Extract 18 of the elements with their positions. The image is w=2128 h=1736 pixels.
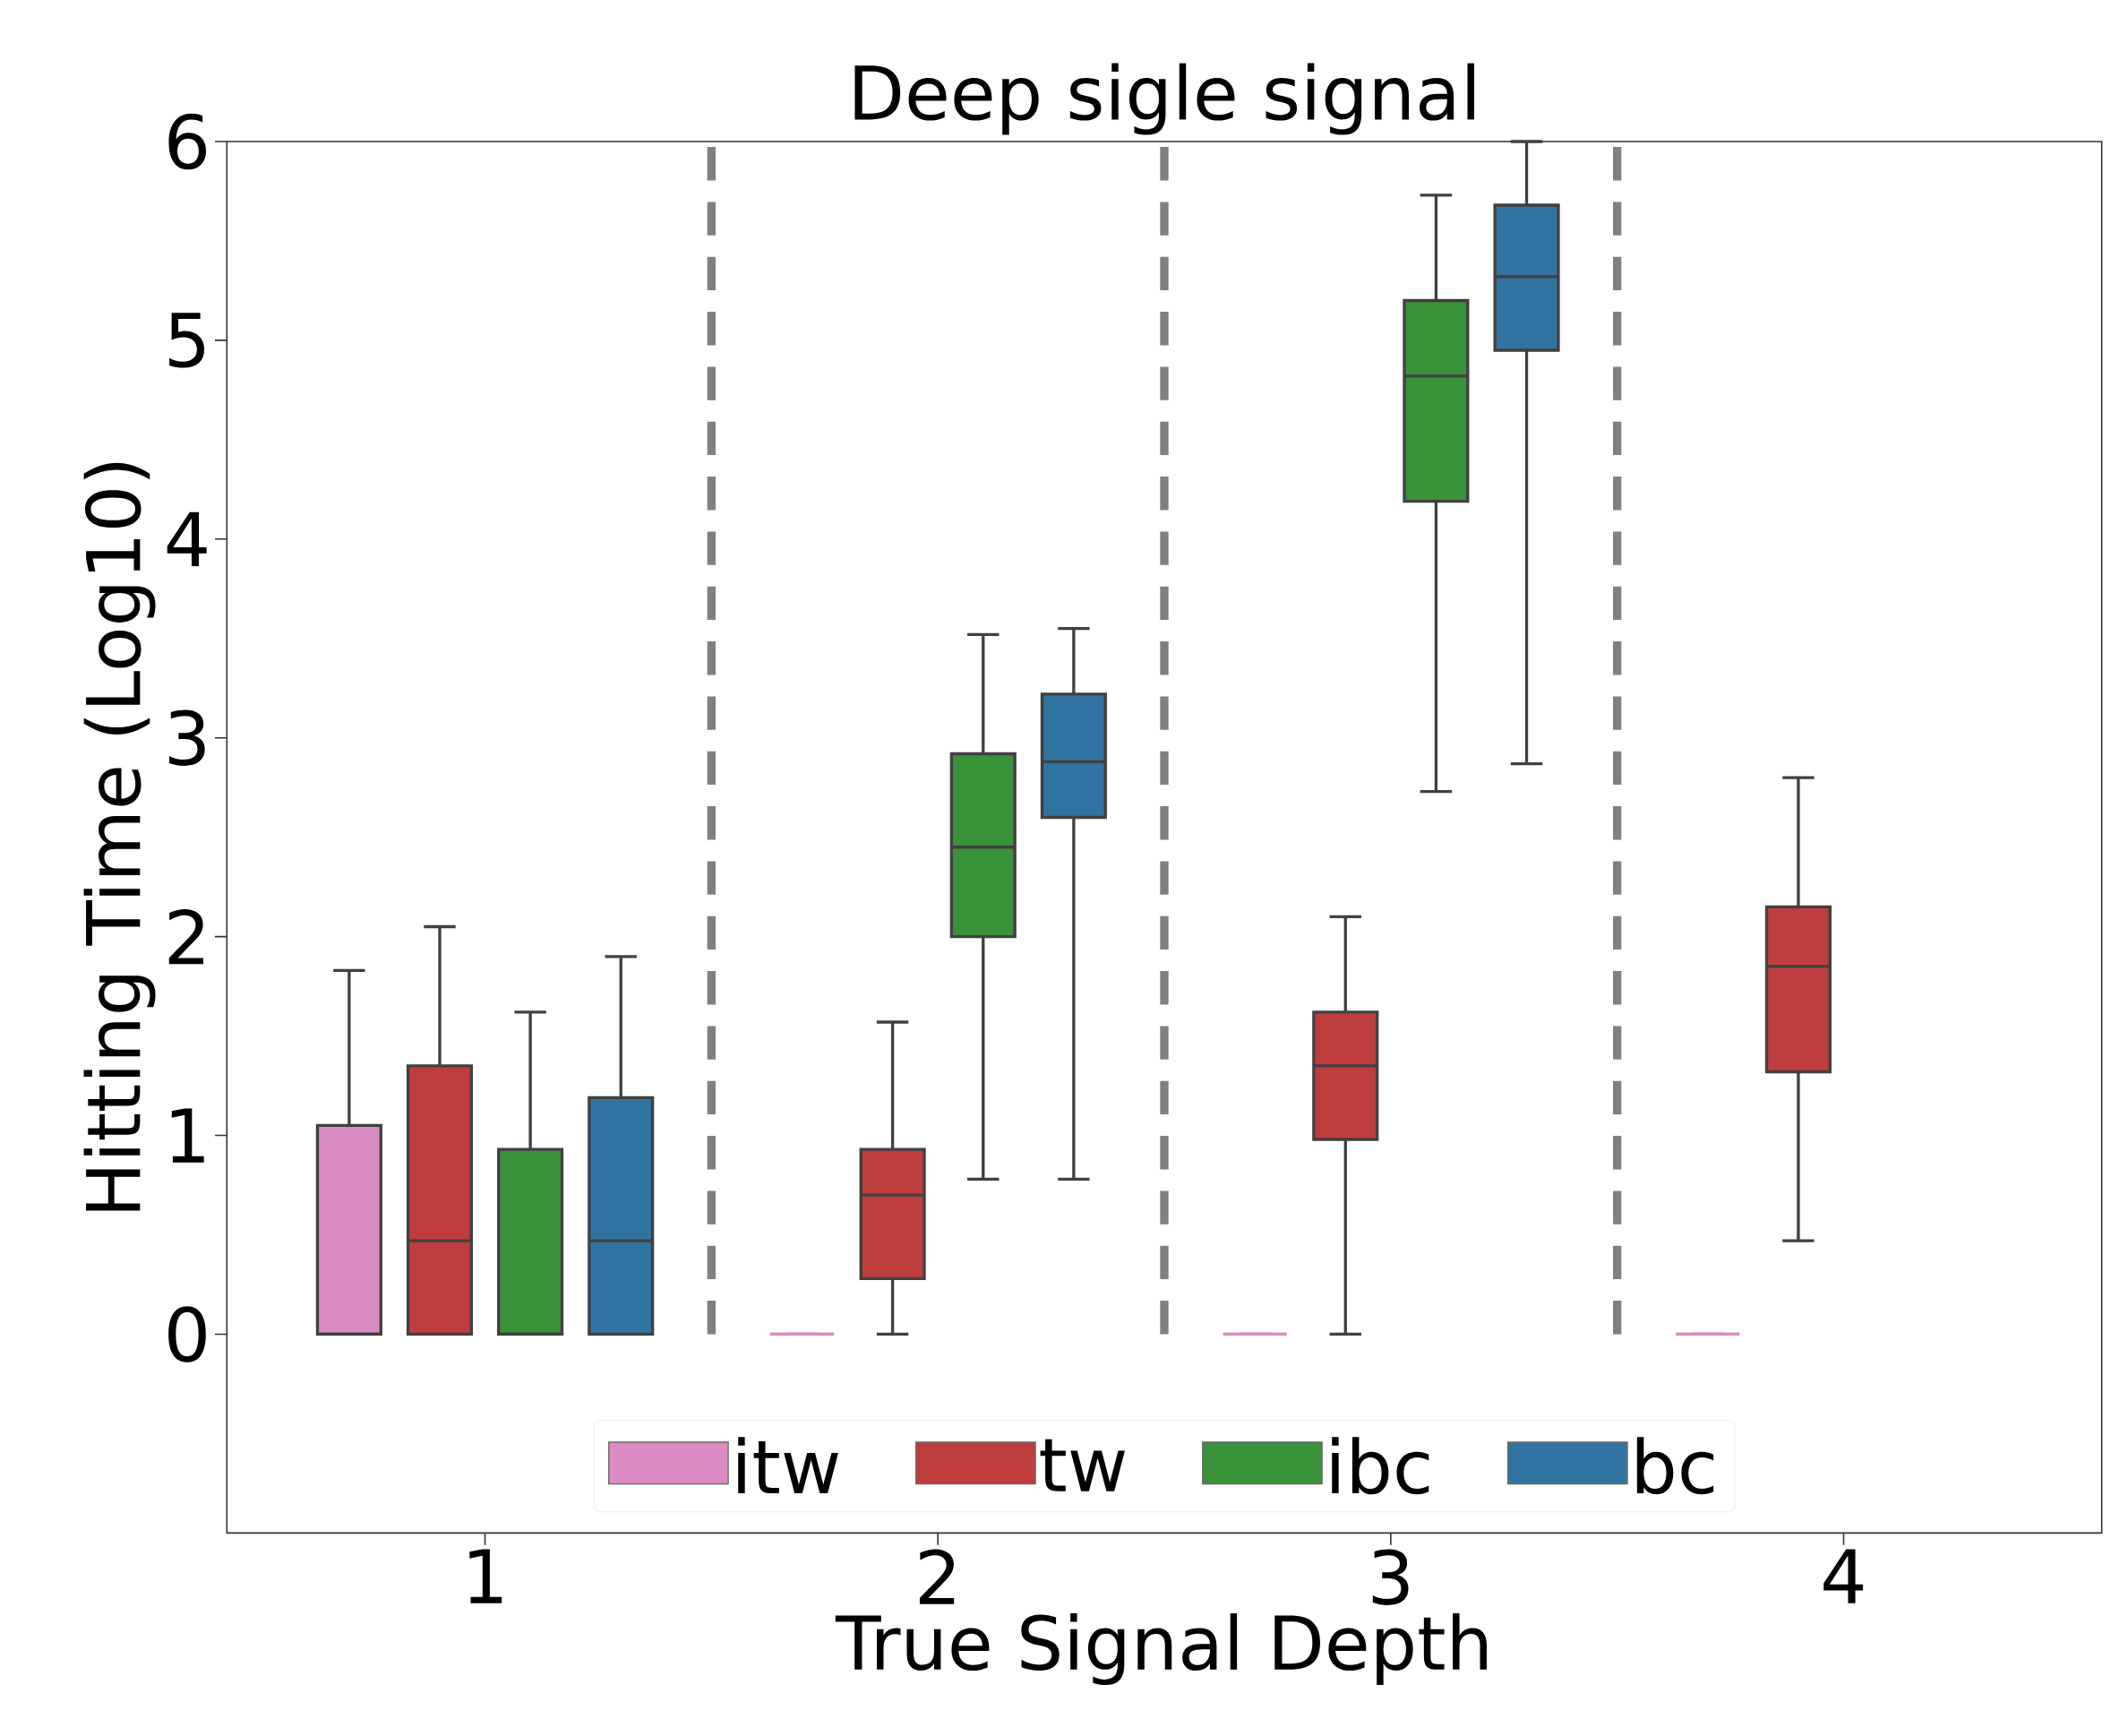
x-axis-title: True Signal Depth — [835, 1613, 1487, 1686]
legend-label: itw — [738, 1437, 838, 1494]
legend-label: ibc — [1332, 1437, 1429, 1495]
y-tick-label: 5 — [169, 313, 205, 368]
y-tick-label: 0 — [168, 1306, 206, 1362]
x-tick-label: 1 — [469, 1549, 502, 1603]
x-tick-label: 4 — [1823, 1549, 1864, 1603]
x-tick-label: 2 — [919, 1549, 955, 1604]
legend-label: bc — [1636, 1437, 1714, 1495]
chart-title: Deep sigle signal — [854, 63, 1474, 135]
y-axis-title: Hitting Time (Log10) — [83, 462, 156, 1211]
x-tick-label: 3 — [1372, 1549, 1409, 1605]
legend-label: tw — [1040, 1439, 1125, 1491]
y-tick-label: 2 — [168, 908, 203, 965]
y-tick-label: 6 — [168, 113, 207, 170]
y-tick-label: 4 — [167, 511, 207, 566]
y-tick-label: 3 — [168, 709, 205, 766]
y-tick-label: 1 — [171, 1108, 204, 1163]
